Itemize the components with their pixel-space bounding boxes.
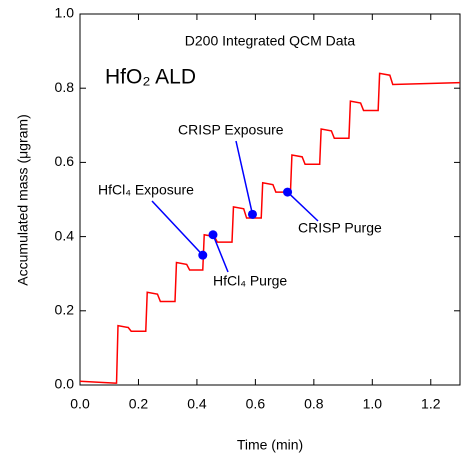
y-tick-label: 0.8 [55,79,75,95]
y-tick-label: 0.4 [55,227,75,243]
y-tick-label: 0.2 [55,302,75,318]
annotation-point [198,250,208,260]
annotation-leader [235,140,254,215]
annotation-leader [151,200,204,256]
plot-frame [79,13,461,386]
annotation-point [283,187,293,197]
x-axis-label: Time (min) [237,437,303,453]
annotation-point [247,209,257,219]
y-axis-label: Accumulated mass (μgram) [15,114,31,285]
x-tick-label: 1.2 [421,396,441,412]
y-tick-label: 1.0 [55,5,75,21]
annotation-label: CRISP Exposure [178,122,284,138]
x-tick-label: 1.0 [363,396,383,412]
chart-title: D200 Integrated QCM Data [185,33,356,49]
annotation-leader [212,234,229,273]
annotation-label: HfCl₄ Exposure [98,182,194,198]
data-line [79,72,461,384]
annotation-leader [287,191,319,222]
annotation-label: HfCl₄ Purge [213,273,287,289]
x-tick-label: 0.6 [246,396,266,412]
x-tick-label: 0.0 [70,396,90,412]
y-tick-label: 0.0 [55,376,75,392]
y-tick-label: 0.6 [55,153,75,169]
x-tick-label: 0.2 [129,396,149,412]
x-tick-label: 0.4 [187,396,207,412]
chart-subtitle: HfO₂ ALD [105,66,196,89]
annotation-label: CRISP Purge [298,220,382,236]
x-tick-label: 0.8 [304,396,324,412]
annotation-point [208,230,218,240]
